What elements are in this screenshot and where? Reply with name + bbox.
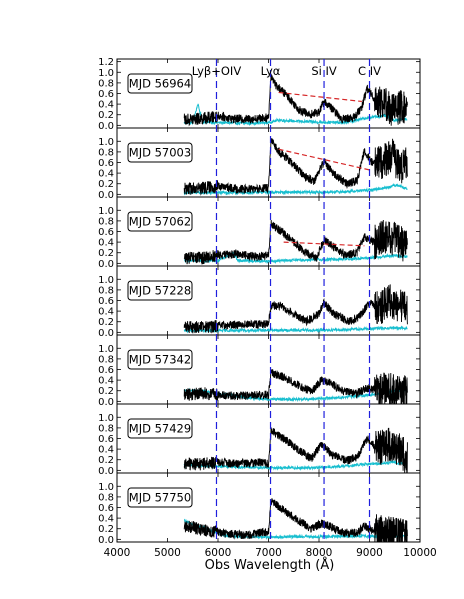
- y-tick-label: 1.2: [98, 57, 114, 68]
- y-tick-label: 0.0: [98, 535, 114, 546]
- y-tick-label: 0.4: [98, 514, 114, 525]
- flux-spectrum: [183, 284, 408, 334]
- y-tick-label: 0.6: [98, 158, 114, 169]
- y-tick-label: 0.4: [98, 445, 114, 456]
- spectrum-panel: 0.00.20.40.60.81.0 MJD 57228: [98, 265, 421, 339]
- flux-spectrum: [183, 498, 408, 542]
- epoch-label-box: [127, 487, 193, 508]
- y-tick-label: 0.4: [98, 100, 114, 111]
- emission-line-label: Lyβ+OIV: [192, 64, 242, 78]
- continuum-fit: [278, 91, 362, 103]
- y-tick-label: 0.0: [98, 121, 114, 132]
- epoch-label: MJD 57342: [129, 353, 191, 367]
- y-tick-label: 0.0: [98, 397, 114, 408]
- epoch-label-box: [127, 280, 193, 301]
- y-tick-label: 0.0: [98, 190, 114, 201]
- epoch-label: MJD 57062: [129, 215, 191, 229]
- x-tick-label: 5000: [154, 547, 181, 559]
- y-tick-label: 1.0: [98, 482, 114, 493]
- y-tick-label: 0.2: [98, 179, 114, 190]
- y-tick-label: 0.8: [98, 216, 114, 227]
- y-tick-label: 0.6: [98, 434, 114, 445]
- x-tick-label: 10000: [403, 547, 436, 559]
- spectrum-panel: 0.00.20.40.60.81.0 MJD 57062: [98, 196, 421, 270]
- y-tick-label: 1.0: [98, 68, 114, 79]
- y-tick-label: 0.2: [98, 110, 114, 121]
- flux-spectrum: [183, 368, 408, 404]
- x-axis-ticks: 4000 5000 6000 7000 8000 9000 10000: [104, 547, 437, 559]
- flux-spectrum: [183, 219, 408, 265]
- epoch-label-box: [127, 418, 193, 439]
- y-tick-label: 0.2: [98, 524, 114, 535]
- y-tick-label: 0.2: [98, 248, 114, 259]
- y-tick-label: 1.0: [98, 137, 114, 148]
- y-tick-label: 0.4: [98, 169, 114, 180]
- y-tick-label: 0.6: [98, 89, 114, 100]
- y-tick-label: 0.8: [98, 492, 114, 503]
- x-tick-label: 7000: [255, 547, 282, 559]
- emission-line-label: Si IV: [311, 64, 337, 78]
- epoch-label-box: [127, 142, 193, 163]
- y-tick-label: 1.0: [98, 413, 114, 424]
- y-tick-label: 0.2: [98, 317, 114, 328]
- y-tick-label: 0.4: [98, 376, 114, 387]
- y-tick-label: 0.6: [98, 296, 114, 307]
- flux-spectrum: [183, 73, 408, 127]
- y-tick-label: 0.8: [98, 354, 114, 365]
- emission-line-labels: Lyβ+OIV Lyα Si IV C IV: [192, 64, 381, 78]
- y-tick-label: 1.0: [98, 344, 114, 355]
- emission-line-label: C IV: [358, 64, 381, 78]
- y-tick-label: 0.6: [98, 503, 114, 514]
- panel-frame: [116, 472, 421, 543]
- epoch-label-box: [127, 73, 193, 94]
- emission-line-markers: [215, 59, 371, 542]
- flux-spectrum: [183, 137, 408, 196]
- y-tick-label: 0.2: [98, 455, 114, 466]
- x-tick-label: 4000: [104, 547, 131, 559]
- x-tick-label: 9000: [356, 547, 383, 559]
- y-tick-label: 0.8: [98, 423, 114, 434]
- epoch-label-box: [127, 349, 193, 370]
- y-tick-label: 1.0: [98, 275, 114, 286]
- spectrum-panel: 0.00.20.40.60.81.0 MJD 57429: [98, 403, 421, 477]
- epoch-label-box: [127, 211, 193, 232]
- spectrum-panel: 0.00.20.40.60.81.0 MJD 57003: [98, 127, 421, 201]
- spectrum-panel: 0.00.20.40.60.81.0 MJD 57342: [98, 334, 421, 408]
- error-spectrum: [183, 459, 408, 471]
- spectrum-panel: 0.00.20.40.60.81.0 MJD 57750: [98, 472, 421, 546]
- y-tick-label: 0.4: [98, 238, 114, 249]
- y-tick-label: 0.0: [98, 259, 114, 270]
- epoch-label: MJD 57003: [129, 146, 191, 160]
- y-tick-label: 0.8: [98, 147, 114, 158]
- y-tick-label: 0.2: [98, 386, 114, 397]
- y-tick-label: 1.0: [98, 206, 114, 217]
- error-spectrum: [183, 182, 408, 196]
- y-tick-label: 0.0: [98, 466, 114, 477]
- y-tick-label: 0.6: [98, 365, 114, 376]
- epoch-label: MJD 57228: [129, 284, 191, 298]
- x-tick-label: 8000: [306, 547, 333, 559]
- y-tick-label: 0.8: [98, 285, 114, 296]
- flux-spectrum: [183, 427, 408, 473]
- y-tick-label: 0.6: [98, 227, 114, 238]
- x-axis-label: Obs Wavelength (Å): [205, 557, 335, 573]
- x-tick-label: 6000: [205, 547, 232, 559]
- epoch-label: MJD 57750: [129, 491, 191, 505]
- y-tick-label: 0.0: [98, 328, 114, 339]
- continuum-fit: [283, 241, 365, 247]
- y-tick-label: 0.8: [98, 78, 114, 89]
- epoch-label: MJD 57429: [129, 422, 191, 436]
- epoch-label: MJD 56964: [129, 77, 191, 91]
- y-tick-label: 0.4: [98, 307, 114, 318]
- emission-line-label: Lyα: [261, 64, 281, 78]
- spectrum-panel: 0.00.20.40.60.81.01.2 MJD 56964: [98, 57, 421, 132]
